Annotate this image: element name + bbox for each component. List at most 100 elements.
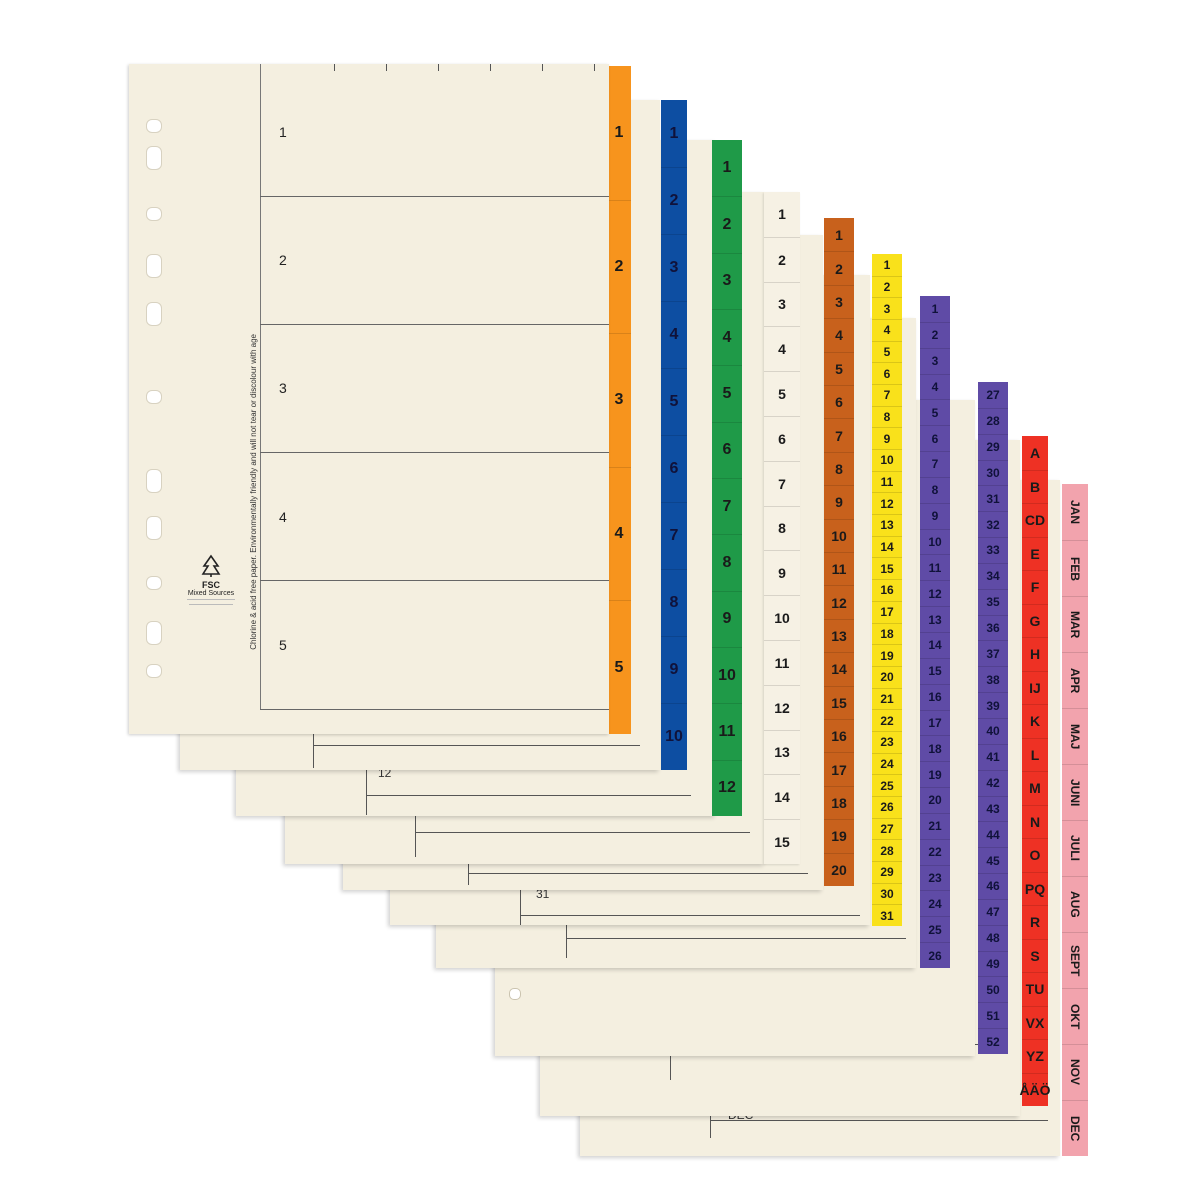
- index-tab[interactable]: NOV: [1062, 1044, 1088, 1100]
- index-tab[interactable]: 1: [614, 123, 624, 141]
- index-tab[interactable]: 12: [712, 759, 742, 816]
- index-tab[interactable]: 28: [978, 407, 1008, 434]
- index-tab[interactable]: 43: [978, 795, 1008, 822]
- index-tab[interactable]: 5: [712, 365, 742, 421]
- index-tab[interactable]: 8: [661, 569, 687, 636]
- index-tab[interactable]: 1: [835, 226, 843, 243]
- index-tab[interactable]: 7: [712, 478, 742, 534]
- index-tab[interactable]: 11: [824, 552, 854, 585]
- index-tab[interactable]: 47: [978, 898, 1008, 925]
- index-tab[interactable]: 2: [920, 321, 950, 348]
- index-tab[interactable]: 28: [872, 839, 902, 861]
- index-tab[interactable]: 22: [872, 709, 902, 731]
- index-tab[interactable]: 18: [920, 735, 950, 761]
- index-tab[interactable]: 6: [712, 421, 742, 478]
- index-tab[interactable]: 4: [920, 373, 950, 400]
- index-tab[interactable]: 44: [978, 821, 1008, 847]
- index-tab[interactable]: 45: [978, 847, 1008, 873]
- index-tab[interactable]: 9: [712, 590, 742, 647]
- index-tab[interactable]: 20: [824, 852, 854, 886]
- index-tab[interactable]: 3: [920, 347, 950, 374]
- index-tab[interactable]: 17: [824, 752, 854, 785]
- index-tab[interactable]: M: [1022, 771, 1048, 805]
- index-tab[interactable]: 32: [978, 511, 1008, 537]
- index-tab[interactable]: 19: [920, 761, 950, 787]
- index-tab[interactable]: 10: [872, 449, 902, 471]
- index-tab[interactable]: 15: [764, 819, 800, 864]
- index-tab[interactable]: 2: [764, 236, 800, 282]
- index-tab[interactable]: 8: [824, 451, 854, 485]
- index-tab[interactable]: 13: [824, 618, 854, 652]
- index-tab[interactable]: 11: [920, 554, 950, 580]
- index-tab[interactable]: 26: [920, 942, 950, 968]
- index-tab[interactable]: VX: [1022, 1005, 1048, 1040]
- index-tab[interactable]: 10: [764, 595, 800, 640]
- index-tab[interactable]: 24: [872, 752, 902, 775]
- index-tab[interactable]: 2: [824, 251, 854, 284]
- index-tab[interactable]: 13: [872, 514, 902, 536]
- index-tab[interactable]: 10: [824, 518, 854, 552]
- index-tab[interactable]: 30: [978, 459, 1008, 486]
- index-tab[interactable]: 33: [978, 537, 1008, 563]
- index-tab[interactable]: 5: [607, 600, 631, 734]
- index-tab[interactable]: 2: [607, 199, 631, 334]
- index-tab[interactable]: 1: [883, 257, 891, 272]
- index-tab[interactable]: 35: [978, 588, 1008, 615]
- index-tab[interactable]: 15: [824, 685, 854, 719]
- index-tab[interactable]: 2: [661, 167, 687, 234]
- index-tab[interactable]: APR: [1062, 652, 1088, 708]
- index-tab[interactable]: F: [1022, 570, 1048, 604]
- index-tab[interactable]: A: [1029, 444, 1041, 461]
- index-tab[interactable]: K: [1022, 704, 1048, 738]
- index-tab[interactable]: 36: [978, 614, 1008, 641]
- index-tab[interactable]: MAR: [1062, 596, 1088, 652]
- index-tab[interactable]: 9: [764, 550, 800, 595]
- index-tab[interactable]: 16: [824, 719, 854, 752]
- index-tab[interactable]: 1: [931, 301, 939, 316]
- index-tab[interactable]: 8: [872, 405, 902, 428]
- index-tab[interactable]: 15: [920, 657, 950, 684]
- index-tab[interactable]: IJ: [1022, 670, 1048, 705]
- index-tab[interactable]: 38: [978, 666, 1008, 692]
- index-tab[interactable]: 14: [824, 652, 854, 685]
- index-tab[interactable]: H: [1022, 637, 1048, 671]
- index-tab[interactable]: MAJ: [1062, 708, 1088, 764]
- index-tab[interactable]: ÅÄÖ: [1019, 1072, 1051, 1107]
- index-tab[interactable]: 11: [712, 703, 742, 759]
- index-tab[interactable]: FEB: [1062, 540, 1088, 596]
- index-tab[interactable]: 25: [872, 774, 902, 796]
- index-tab[interactable]: 5: [661, 368, 687, 435]
- index-tab[interactable]: 39: [978, 692, 1008, 718]
- index-tab[interactable]: 8: [920, 476, 950, 503]
- index-tab[interactable]: G: [1022, 603, 1048, 638]
- index-tab[interactable]: 10: [712, 647, 742, 703]
- index-tab[interactable]: 5: [872, 340, 902, 363]
- index-tab[interactable]: 21: [872, 687, 902, 710]
- index-tab[interactable]: 13: [764, 729, 800, 775]
- index-tab[interactable]: JULI: [1062, 820, 1088, 876]
- index-tab[interactable]: 19: [824, 819, 854, 852]
- index-tab[interactable]: 16: [920, 683, 950, 710]
- index-tab[interactable]: 4: [824, 318, 854, 351]
- index-tab[interactable]: 7: [824, 418, 854, 451]
- index-tab[interactable]: 3: [764, 281, 800, 327]
- index-tab[interactable]: JAN: [1068, 499, 1082, 524]
- index-tab[interactable]: 4: [764, 326, 800, 371]
- index-tab[interactable]: 5: [920, 399, 950, 425]
- index-tab[interactable]: 40: [978, 718, 1008, 744]
- index-tab[interactable]: L: [1022, 737, 1048, 772]
- index-tab[interactable]: 37: [978, 640, 1008, 666]
- index-tab[interactable]: 48: [978, 924, 1008, 951]
- index-tab[interactable]: 13: [920, 606, 950, 632]
- index-tab[interactable]: O: [1022, 838, 1048, 872]
- index-tab[interactable]: E: [1022, 536, 1048, 571]
- index-tab[interactable]: 15: [872, 557, 902, 579]
- index-tab[interactable]: 26: [872, 795, 902, 818]
- index-tab[interactable]: 10: [661, 703, 687, 770]
- index-tab[interactable]: 1: [778, 206, 786, 223]
- index-tab[interactable]: 24: [920, 890, 950, 916]
- index-tab[interactable]: 17: [920, 709, 950, 736]
- index-tab[interactable]: 14: [872, 535, 902, 558]
- index-tab[interactable]: YZ: [1022, 1039, 1048, 1073]
- index-tab[interactable]: PQ: [1022, 871, 1048, 906]
